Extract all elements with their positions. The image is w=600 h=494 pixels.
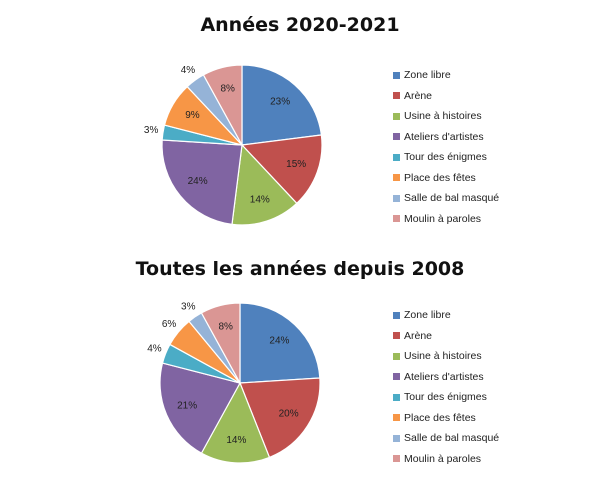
legend-item-salle-de-bal-masque: Salle de bal masqué <box>393 428 499 449</box>
pie-slice-ateliers-d-artistes <box>161 139 243 226</box>
legend-swatch <box>393 455 400 463</box>
legend-item-moulin-a-paroles: Moulin à paroles <box>393 209 499 230</box>
legend-swatch <box>393 311 400 319</box>
legend-label: Moulin à paroles <box>404 452 482 465</box>
data-label-arene: 20% <box>279 408 299 419</box>
legend-label: Arène <box>404 89 433 102</box>
legend-swatch <box>393 393 400 401</box>
data-label-tour-des-enigmes: 4% <box>147 344 162 355</box>
legend-swatch <box>393 332 400 340</box>
legend-swatch <box>393 215 400 223</box>
legend-item-tour-des-enigmes: Tour des énigmes <box>393 387 499 408</box>
data-label-ateliers-d-artistes: 21% <box>177 400 197 411</box>
data-label-salle-de-bal-masque: 4% <box>181 65 196 76</box>
legend-item-salle-de-bal-masque: Salle de bal masqué <box>393 188 499 209</box>
data-label-arene: 15% <box>286 159 306 170</box>
pie-slice-zone-libre <box>239 302 321 384</box>
legend-label: Zone libre <box>404 309 451 322</box>
legend-label: Zone libre <box>404 69 451 82</box>
legend-swatch <box>393 153 400 161</box>
legend-item-zone-libre: Zone libre <box>393 305 499 326</box>
legend-swatch <box>393 352 400 360</box>
data-label-moulin-a-paroles: 8% <box>220 84 235 95</box>
legend-item-ateliers-d-artistes: Ateliers d'artistes <box>393 367 499 388</box>
pie-plot: 24% 20% 14% 21% 4% 6% 3% 8% <box>147 301 321 464</box>
legend-item-ateliers-d-artistes: Ateliers d'artistes <box>393 127 499 148</box>
pie-slice-zone-libre <box>241 64 323 146</box>
legend-label: Usine à histoires <box>404 110 482 123</box>
data-label-tour-des-enigmes: 3% <box>144 125 159 136</box>
legend-label: Tour des énigmes <box>404 151 487 164</box>
data-label-ateliers-d-artistes: 24% <box>188 176 208 187</box>
legend-label: Salle de bal masqué <box>404 432 500 445</box>
pie-slice-arene <box>240 134 323 205</box>
pie-plot: 23% 15% 14% 24% 3% 9% 4% 8% <box>144 64 323 226</box>
legend-label: Tour des énigmes <box>404 391 487 404</box>
legend-item-usine-a-histoires: Usine à histoires <box>393 106 499 127</box>
legend-item-arene: Arène <box>393 86 499 107</box>
legend-label: Moulin à paroles <box>404 212 482 225</box>
legend-label: Place des fêtes <box>404 171 476 184</box>
legend-item-place-des-fetes: Place des fêtes <box>393 168 499 189</box>
pie-slice-arene <box>239 377 321 459</box>
pie-chart-2020-2021: Années 2020-2021 23% 15% 14% 24% 3% 9% 4% 8% Zo… <box>144 14 499 229</box>
legend-item-moulin-a-paroles: Moulin à paroles <box>393 449 499 470</box>
legend: Zone libre Arène Usine à histoires Ateliers… <box>393 65 499 229</box>
pie-slice-usine-a-histoires <box>200 381 271 464</box>
legend-swatch <box>393 133 400 141</box>
legend-item-place-des-fetes: Place des fêtes <box>393 408 499 429</box>
data-label-zone-libre: 23% <box>270 96 290 107</box>
chart-title: Années 2020-2021 <box>200 14 400 36</box>
data-label-zone-libre: 24% <box>269 336 289 347</box>
data-label-place-des-fetes: 6% <box>162 319 177 330</box>
legend-label: Ateliers d'artistes <box>404 370 484 383</box>
legend-swatch <box>393 373 400 381</box>
legend-swatch <box>393 434 400 442</box>
legend-item-arene: Arène <box>393 326 499 347</box>
legend-item-tour-des-enigmes: Tour des énigmes <box>393 147 499 168</box>
legend: Zone libre Arène Usine à histoires Ateliers… <box>393 305 499 469</box>
legend-label: Place des fêtes <box>404 411 476 424</box>
pie-slice-usine-a-histoires <box>231 143 298 226</box>
data-label-place-des-fetes: 9% <box>185 110 200 121</box>
data-label-usine-a-histoires: 14% <box>250 194 270 205</box>
legend-item-usine-a-histoires: Usine à histoires <box>393 346 499 367</box>
data-label-salle-de-bal-masque: 3% <box>181 301 196 312</box>
pie-slice-moulin-a-paroles <box>202 64 243 146</box>
data-label-moulin-a-paroles: 8% <box>218 322 233 333</box>
pie-slice-moulin-a-paroles <box>200 302 241 384</box>
legend-swatch <box>393 414 400 422</box>
legend-item-zone-libre: Zone libre <box>393 65 499 86</box>
data-label-usine-a-histoires: 14% <box>226 435 246 446</box>
legend-label: Salle de bal masqué <box>404 192 500 205</box>
legend-swatch <box>393 174 400 182</box>
legend-swatch <box>393 112 400 120</box>
legend-swatch <box>393 71 400 79</box>
legend-label: Ateliers d'artistes <box>404 130 484 143</box>
pie-slice-ateliers-d-artistes <box>159 362 241 454</box>
chart-title: Toutes les années depuis 2008 <box>135 258 465 280</box>
legend-label: Usine à histoires <box>404 350 482 363</box>
legend-swatch <box>393 194 400 202</box>
legend-label: Arène <box>404 329 433 342</box>
pie-chart-since-2008: Toutes les années depuis 2008 24% 20% 14% 2… <box>0 247 600 494</box>
legend-swatch <box>393 92 400 100</box>
